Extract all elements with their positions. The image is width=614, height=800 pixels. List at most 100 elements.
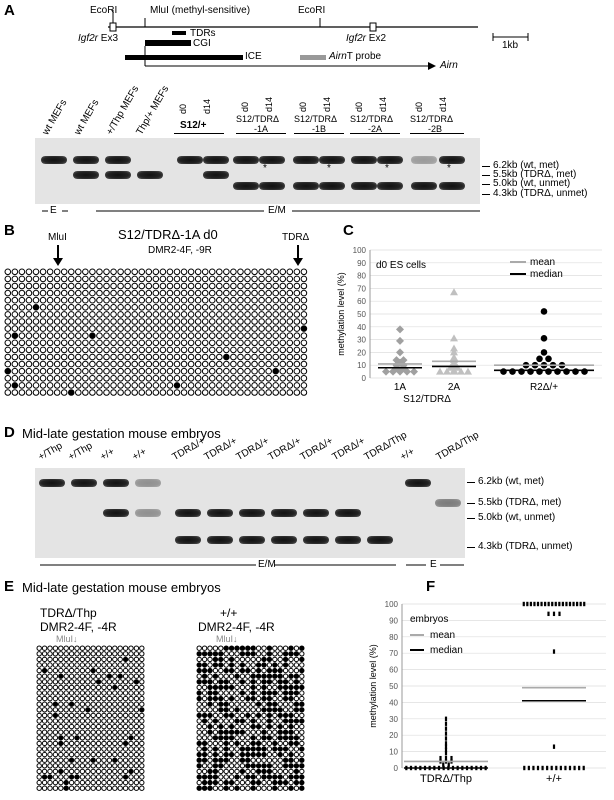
panel-e-left-cpg <box>85 723 91 730</box>
panel-e-left-cpg <box>85 656 91 663</box>
panel-e-left-cpg <box>68 701 75 707</box>
panel-b-cpg <box>265 311 272 318</box>
panel-e-right-cpg <box>299 735 305 741</box>
panel-b-cpg <box>293 346 301 354</box>
panel-e-left-cpg <box>63 673 69 679</box>
panel-e-right-cpg <box>245 679 251 685</box>
panel-e-left-cpg <box>117 757 123 763</box>
panel-b-cpg <box>201 304 209 311</box>
panel-b-cpg <box>4 367 12 375</box>
panel-e-right-cpg <box>201 785 208 791</box>
panel-e-right-cpg <box>288 740 294 747</box>
panel-e-left-cpg <box>63 774 69 780</box>
panel-e-left-cpg <box>36 746 42 752</box>
panel-e-right-cpg <box>212 735 219 741</box>
panel-b-cpg <box>159 304 167 311</box>
panel-b-cpg <box>265 318 272 325</box>
panel-b-cpg <box>138 318 146 325</box>
panel-e-left-cpg <box>112 662 118 668</box>
panel-c-ytick-7: 70 <box>357 284 366 293</box>
panel-b-cpg <box>201 268 209 276</box>
panel-b-cpg <box>67 375 75 382</box>
panel-e-left-cpg <box>52 701 59 707</box>
panel-e-right-cpg <box>299 673 305 679</box>
panel-e-left-cpg <box>58 723 64 730</box>
panel-e-left-cpg <box>101 701 107 707</box>
panel-b-cpg <box>18 282 26 290</box>
panel-b-cpg <box>53 332 61 339</box>
panel-b-cpg <box>166 367 174 375</box>
panel-b-cpg <box>46 282 54 290</box>
panel-b-cpg <box>265 353 272 361</box>
panel-e-right-cpg <box>261 712 267 719</box>
panel-b-cpg <box>11 318 19 325</box>
panel-e-right-cpg <box>196 673 202 679</box>
panel-e-right-cpg <box>228 651 235 657</box>
panel-b-cpg <box>39 382 47 389</box>
panel-b-cpg <box>180 346 188 354</box>
panel-e-right-cpg <box>288 779 294 786</box>
panel-b-cpg <box>194 360 202 368</box>
panel-e-left-cpg <box>79 656 86 663</box>
panel-e-right-cpg <box>245 707 251 713</box>
panel-e-left-cpg <box>85 729 91 735</box>
panel-e-left-cpg <box>47 679 53 685</box>
panel-b-cpg <box>279 282 287 290</box>
panel-b-cpg <box>11 268 19 276</box>
panel-e-right-cpg <box>234 679 240 685</box>
panel-b-cpg <box>159 389 167 396</box>
panel-e-left-cpg <box>101 667 107 674</box>
panel-e-left-cpg <box>47 656 53 663</box>
panel-e-left-cpg <box>117 679 123 685</box>
panel-b-cpg <box>138 382 146 389</box>
gel-d-lane-3: +/+ <box>98 446 117 463</box>
panel-b-cpg <box>11 282 19 290</box>
panel-e-right-cpg <box>207 701 213 707</box>
panel-b-cpg <box>293 268 301 276</box>
panel-b-cpg <box>103 304 110 311</box>
panel-e-right-cpg <box>245 768 251 775</box>
panel-c-point-0-5 <box>396 358 404 367</box>
panel-b-cpg <box>208 332 216 339</box>
panel-b-cpg <box>103 296 110 304</box>
panel-b-cpg <box>208 289 216 297</box>
panel-b-cpg <box>117 282 124 290</box>
panel-b-cpg <box>96 375 103 382</box>
panel-b-cpg <box>39 389 47 396</box>
panel-e-left-cpg <box>101 729 107 735</box>
panel-f-point-1-28 <box>546 765 549 771</box>
panel-e-left-cpg <box>90 785 96 791</box>
panel-e-left-cpg <box>68 729 75 735</box>
panel-e-left-cpg <box>36 690 42 696</box>
panel-e-right-cpg <box>250 701 256 707</box>
panel-e-left-cpg <box>63 656 69 663</box>
panel-e-right-cpg <box>255 785 262 791</box>
panel-e-right-cpg <box>299 684 305 691</box>
panel-b-cpg <box>131 268 138 276</box>
panel-e-left-cpg <box>63 718 69 724</box>
panel-b-cpg <box>39 360 47 368</box>
panel-e-right-cpg <box>282 718 289 724</box>
panel-b-cpg <box>208 311 216 318</box>
panel-e-right-cpg <box>299 656 305 663</box>
panel-b-cpg <box>230 275 237 283</box>
panel-e-right-cpg <box>261 662 267 668</box>
panel-b-cpg <box>124 346 131 354</box>
panel-e-left-cpg <box>85 684 91 691</box>
panel-b-cpg <box>152 389 160 396</box>
panel-e-right-cpg <box>250 684 256 691</box>
panel-b-cpg <box>103 389 110 396</box>
cgi-label: CGI <box>193 38 211 49</box>
panel-e-left-cpg <box>117 701 123 707</box>
panel-b-cpg <box>258 375 265 382</box>
panel-e-left-cpg <box>58 695 64 702</box>
panel-b-cpg <box>173 318 181 325</box>
panel-b-cpg <box>293 382 301 389</box>
panel-f-point-0-11 <box>450 755 453 761</box>
panel-b-cpg <box>4 268 12 276</box>
panel-d-letter: D <box>4 424 15 441</box>
gel-a-d14-1: d14 <box>264 96 274 112</box>
panel-c-ytick-3: 30 <box>357 336 366 345</box>
panel-f-ytick-10: 100 <box>385 600 399 609</box>
panel-e-left-cpg <box>79 785 86 791</box>
